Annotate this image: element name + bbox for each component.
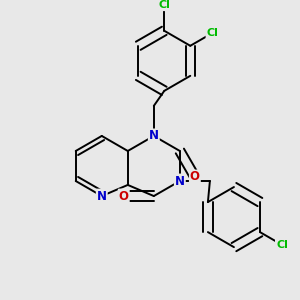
Text: N: N: [97, 190, 107, 202]
Text: N: N: [149, 129, 159, 142]
Text: Cl: Cl: [206, 28, 218, 38]
Text: Cl: Cl: [276, 240, 288, 250]
Text: O: O: [190, 170, 200, 184]
Text: N: N: [175, 175, 185, 188]
Text: O: O: [119, 190, 129, 202]
Text: Cl: Cl: [158, 0, 170, 10]
